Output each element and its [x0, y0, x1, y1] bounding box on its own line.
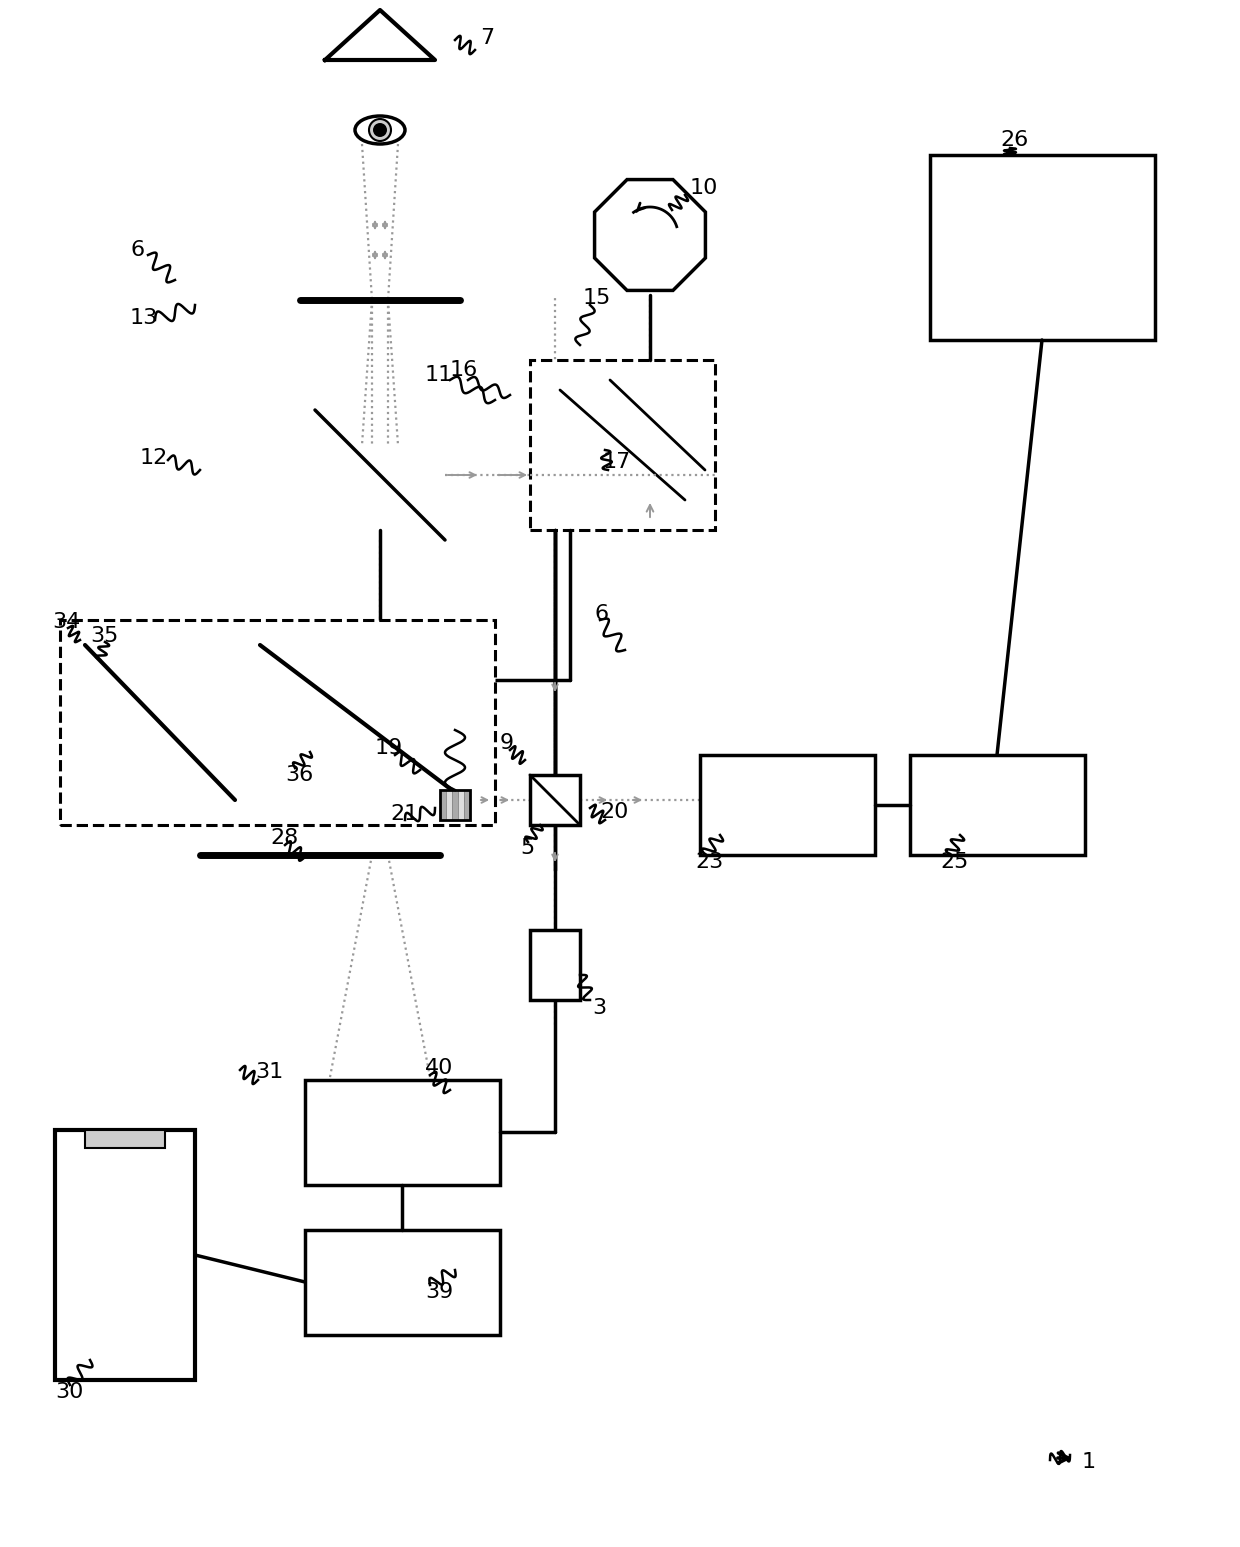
Bar — [930, 155, 1154, 340]
Text: 23: 23 — [694, 852, 723, 873]
Text: 1: 1 — [1083, 1453, 1096, 1473]
Text: 31: 31 — [255, 1061, 283, 1081]
Circle shape — [373, 124, 387, 138]
Bar — [305, 1230, 500, 1335]
Bar — [453, 791, 458, 820]
Text: 3: 3 — [591, 998, 606, 1018]
Ellipse shape — [370, 119, 391, 141]
Bar — [910, 755, 1085, 855]
Text: 13: 13 — [130, 308, 159, 328]
Text: 34: 34 — [52, 613, 81, 633]
Text: 7: 7 — [480, 28, 494, 48]
Text: 39: 39 — [425, 1282, 454, 1303]
Bar — [440, 791, 446, 820]
Bar — [458, 791, 464, 820]
Text: 16: 16 — [450, 360, 479, 381]
Text: 26: 26 — [999, 130, 1028, 150]
Text: 40: 40 — [425, 1058, 454, 1078]
Text: 25: 25 — [940, 852, 968, 873]
Bar — [305, 1080, 500, 1185]
Bar — [60, 620, 495, 825]
Bar — [529, 930, 580, 999]
Bar — [701, 755, 875, 855]
Bar — [464, 791, 470, 820]
Text: 6: 6 — [130, 240, 144, 260]
Bar — [529, 360, 715, 531]
Text: 10: 10 — [689, 178, 718, 198]
Text: 30: 30 — [55, 1381, 83, 1402]
Text: 20: 20 — [600, 801, 629, 821]
Text: 12: 12 — [140, 449, 169, 469]
Bar — [446, 791, 453, 820]
Bar — [86, 1129, 165, 1148]
Text: 9: 9 — [500, 733, 515, 753]
Text: 19: 19 — [374, 738, 403, 758]
Text: 15: 15 — [583, 288, 611, 308]
Text: 35: 35 — [91, 627, 118, 647]
Text: 17: 17 — [603, 452, 631, 472]
Text: 5: 5 — [520, 838, 534, 859]
Text: 21: 21 — [391, 804, 418, 825]
Text: 11: 11 — [425, 365, 454, 385]
Bar — [55, 1129, 195, 1380]
Bar — [529, 775, 580, 825]
Bar — [440, 791, 470, 820]
Text: 28: 28 — [270, 828, 299, 848]
Text: 6: 6 — [595, 603, 609, 623]
Ellipse shape — [355, 116, 405, 144]
Text: 36: 36 — [285, 766, 314, 784]
